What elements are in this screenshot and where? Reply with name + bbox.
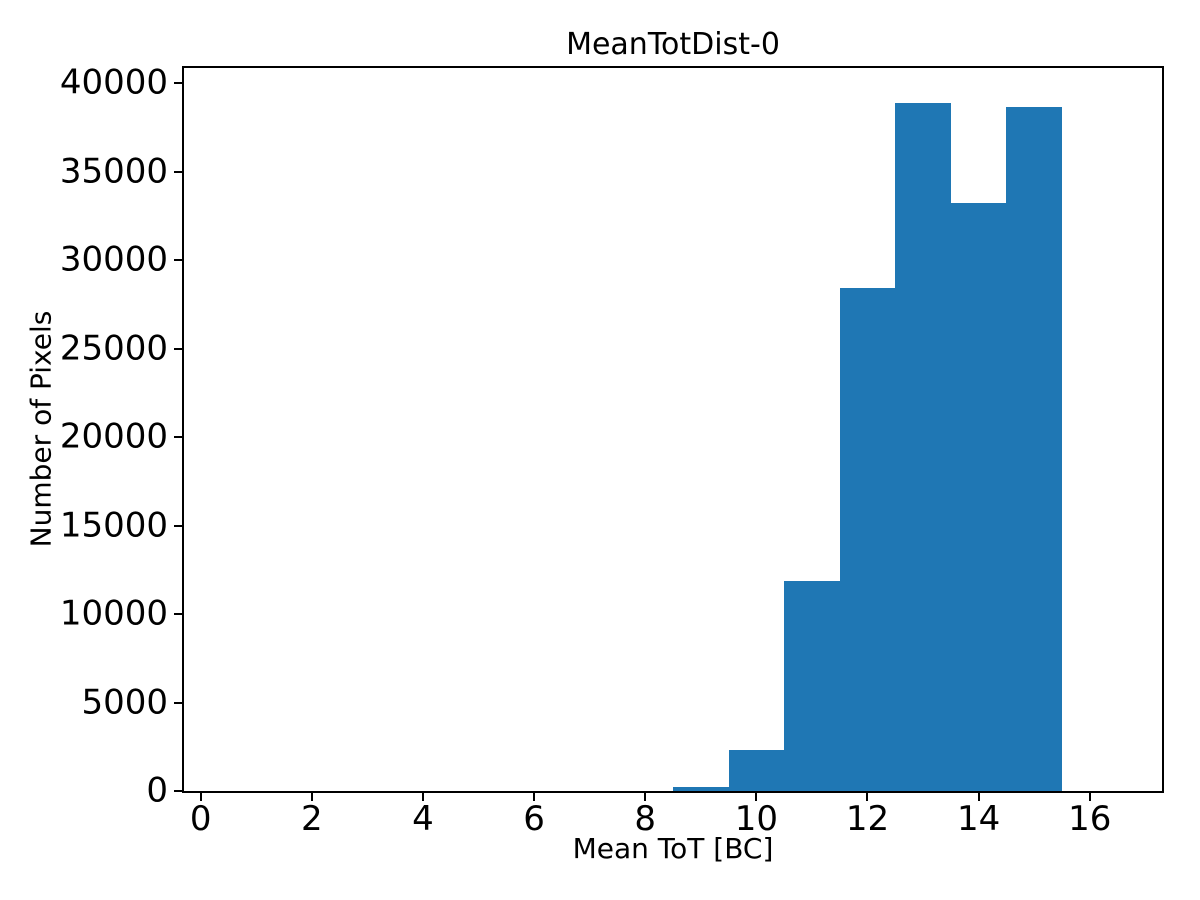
chart-title: MeanTotDist-0 <box>566 27 780 62</box>
y-tick-label: 40000 <box>59 62 168 103</box>
histogram-bar <box>673 786 729 791</box>
x-tick-label: 12 <box>845 799 890 839</box>
histogram-bar <box>784 581 840 791</box>
y-tick-mark <box>174 347 182 350</box>
y-tick-label: 20000 <box>59 416 168 457</box>
x-tick-label: 14 <box>956 799 1001 839</box>
x-tick-label: 10 <box>734 799 778 839</box>
y-tick-mark <box>174 259 182 262</box>
y-tick-label: 10000 <box>59 593 168 634</box>
x-tick-label: 4 <box>412 799 434 839</box>
x-tick-label: 6 <box>523 799 545 839</box>
x-tick-mark <box>644 793 647 801</box>
x-tick-mark <box>533 793 536 801</box>
y-tick-mark <box>174 524 182 527</box>
y-axis-label: Number of Pixels <box>24 310 58 548</box>
y-tick-label: 30000 <box>59 239 168 280</box>
x-tick-mark <box>310 793 313 801</box>
y-tick-label: 35000 <box>59 150 168 191</box>
histogram-bar <box>895 102 951 791</box>
y-tick-mark <box>174 790 182 792</box>
y-tick-label: 25000 <box>59 327 168 368</box>
histogram-bar <box>728 750 785 791</box>
y-tick-mark <box>174 82 182 85</box>
bars-layer <box>184 68 1162 791</box>
y-tick-mark <box>174 613 182 615</box>
x-tick-label: 0 <box>189 799 212 839</box>
y-tick-label: 5000 <box>81 681 168 722</box>
y-tick-label: 0 <box>146 770 168 811</box>
x-axis-label: Mean ToT [BC] <box>572 832 774 865</box>
y-tick-mark <box>174 436 182 439</box>
x-tick-mark <box>866 793 869 801</box>
y-tick-mark <box>174 170 182 173</box>
histogram-bar <box>950 202 1007 791</box>
x-tick-mark <box>199 793 202 801</box>
x-tick-label: 8 <box>634 799 657 839</box>
x-tick-mark <box>1088 793 1091 801</box>
histogram-bar <box>839 288 896 791</box>
x-tick-label: 16 <box>1068 799 1112 839</box>
y-tick-mark <box>174 701 182 704</box>
x-tick-mark <box>421 793 424 801</box>
x-tick-mark <box>755 793 758 801</box>
y-tick-label: 15000 <box>59 504 168 545</box>
plot-area <box>182 66 1164 793</box>
x-tick-label: 2 <box>300 799 323 839</box>
x-tick-mark <box>977 793 980 801</box>
histogram-bar <box>1006 106 1062 791</box>
